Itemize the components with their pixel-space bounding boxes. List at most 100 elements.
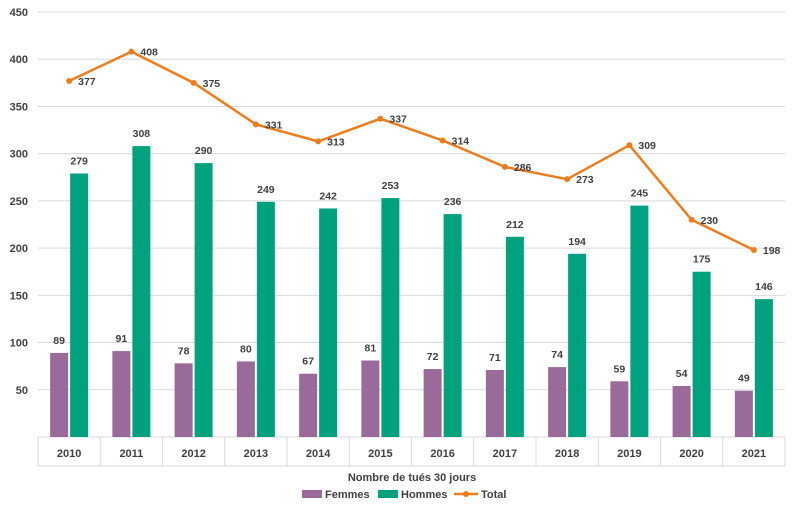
total-point: [315, 138, 322, 145]
legend-marker-total: [463, 491, 469, 497]
data-label-femmes: 74: [551, 349, 563, 361]
y-tick-label: 350: [10, 101, 28, 113]
data-label-femmes: 78: [178, 345, 190, 357]
data-label-femmes: 71: [489, 352, 501, 364]
bars: [50, 146, 773, 437]
legend: Femmes Hommes Total: [302, 489, 506, 501]
bar-femmes: [610, 381, 629, 437]
total-point: [377, 115, 384, 122]
y-axis: 50 100 150 200 250 300 350 400 450: [10, 7, 28, 397]
data-label-hommes: 279: [70, 156, 88, 168]
total-point: [688, 216, 695, 223]
data-label-hommes: 245: [631, 188, 649, 200]
bar-hommes: [443, 214, 462, 437]
data-label-total: 408: [140, 47, 158, 59]
total-point: [252, 121, 259, 128]
data-label-femmes: 59: [614, 363, 626, 375]
legend-label-hommes: Hommes: [401, 489, 447, 501]
data-label-hommes: 242: [319, 190, 337, 202]
legend-swatch-femmes: [302, 490, 322, 498]
bar-hommes: [568, 253, 587, 437]
data-label-hommes: 146: [755, 281, 773, 293]
bar-femmes: [361, 360, 380, 437]
x-axis-title: Nombre de tués 30 jours: [348, 472, 476, 484]
bar-hommes: [381, 198, 400, 437]
bar-hommes: [692, 271, 711, 437]
data-label-femmes: 81: [365, 343, 377, 355]
x-tick-label: 2019: [617, 448, 641, 460]
data-label-total: 314: [452, 135, 470, 147]
data-label-femmes: 80: [240, 343, 252, 355]
y-tick-label: 50: [16, 385, 28, 397]
total-point: [750, 247, 757, 253]
data-label-hommes: 308: [133, 128, 151, 140]
bar-femmes: [236, 361, 255, 437]
data-label-hommes: 194: [568, 236, 586, 248]
data-label-hommes: 236: [444, 196, 462, 208]
bar-femmes: [174, 363, 193, 437]
x-axis: 2010 2011 2012 2013 2014 2015 2016 2017 2018 2019…: [37, 436, 786, 467]
bar-femmes: [299, 373, 318, 437]
y-tick-label: 200: [10, 243, 28, 255]
data-label-total: 198: [763, 245, 781, 257]
total-point: [501, 163, 508, 170]
data-label-femmes: 67: [302, 356, 314, 368]
x-tick-label: 2021: [742, 448, 766, 460]
x-tick-label: 2016: [430, 448, 454, 460]
bar-hommes: [754, 299, 773, 437]
data-label-femmes: 91: [116, 333, 128, 345]
data-label-total: 286: [514, 162, 532, 174]
data-label-total: 309: [638, 140, 656, 152]
data-label-total: 377: [78, 76, 96, 88]
legend-swatch-hommes: [378, 490, 398, 498]
bar-femmes: [548, 367, 567, 437]
bar-femmes: [50, 352, 69, 437]
data-label-total: 331: [265, 119, 283, 131]
data-label-total: 313: [327, 136, 345, 148]
data-labels: 89 279 91 308 78 290 80 249 67 242 81 253 72 236 71 212…: [53, 47, 780, 385]
y-tick-label: 300: [10, 149, 28, 161]
bar-femmes: [734, 390, 753, 437]
data-label-femmes: 89: [53, 335, 65, 347]
bar-hommes: [70, 173, 89, 437]
data-label-hommes: 249: [257, 184, 275, 196]
data-label-hommes: 175: [693, 254, 711, 266]
bar-hommes: [194, 163, 213, 437]
data-label-femmes: 54: [676, 368, 688, 380]
y-tick-label: 100: [10, 338, 28, 350]
data-label-total: 230: [701, 215, 719, 227]
bar-femmes: [423, 369, 442, 437]
data-label-femmes: 72: [427, 351, 439, 363]
total-point: [128, 48, 135, 55]
data-label-hommes: 290: [195, 145, 213, 157]
bar-hommes: [505, 236, 524, 437]
x-tick-label: 2018: [555, 448, 579, 460]
x-tick-label: 2017: [493, 448, 517, 460]
bar-hommes: [256, 201, 275, 437]
gridlines: [38, 11, 785, 391]
total-line: [66, 48, 757, 253]
y-tick-label: 400: [10, 54, 28, 66]
total-point: [439, 137, 446, 144]
bar-hommes: [132, 146, 151, 437]
x-tick-label: 2020: [679, 448, 703, 460]
bar-femmes: [485, 369, 504, 437]
total-point: [564, 176, 571, 183]
y-tick-label: 150: [10, 290, 28, 302]
x-tick-label: 2015: [368, 448, 392, 460]
data-label-hommes: 253: [382, 180, 400, 192]
data-label-hommes: 212: [506, 219, 524, 231]
bar-femmes: [112, 351, 131, 437]
legend-label-total: Total: [481, 489, 506, 501]
data-label-total: 273: [576, 174, 594, 186]
legend-label-femmes: Femmes: [325, 489, 370, 501]
total-point: [626, 142, 633, 149]
data-label-femmes: 49: [738, 373, 750, 385]
total-point: [190, 79, 197, 86]
bar-hommes: [630, 205, 649, 437]
bar-femmes: [672, 386, 691, 437]
bar-hommes: [319, 208, 338, 437]
y-tick-label: 250: [10, 196, 28, 208]
